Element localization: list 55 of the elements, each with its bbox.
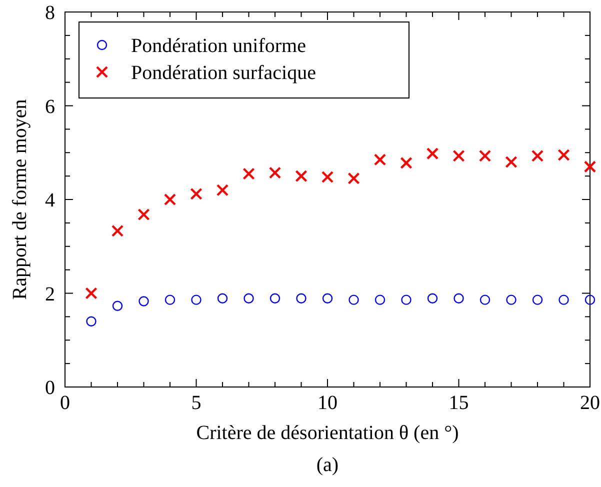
point [138,208,150,221]
point [558,294,569,305]
point [111,224,124,238]
point [454,293,464,304]
x-axis-title: Critère de désorientation θ (en °) [196,422,459,444]
y-tick-label: 2 [45,283,55,306]
point [348,172,360,185]
x-tick-label: 20 [580,392,600,414]
point [164,193,176,206]
point [321,170,334,184]
point [217,293,228,304]
point [584,160,596,173]
point [452,150,465,162]
text: (a) [316,454,339,476]
y-tick-label: 8 [45,2,55,24]
point [400,156,412,170]
point [296,293,306,304]
point [138,296,149,306]
point [531,150,544,162]
point [374,294,386,305]
point [242,168,255,180]
point [478,150,492,162]
legend-label: Pondération uniforme [131,35,306,57]
point [216,184,229,196]
point [427,293,438,304]
point [270,293,280,304]
point [322,293,333,304]
point [374,154,386,166]
point [244,293,254,304]
legend-label: Pondération surfacique [131,62,316,84]
point [85,287,98,300]
point [558,148,570,162]
point [506,294,516,305]
y-axis-title: Rapport de forme moyen [9,99,31,300]
y-tick-label: 4 [45,190,55,212]
point [86,316,96,326]
y-tick-label: 6 [45,96,55,118]
point [505,156,518,168]
point [480,294,490,305]
x-tick-label: 5 [191,392,202,414]
point [190,188,202,200]
point [191,294,202,305]
point [112,300,123,312]
point [164,294,176,305]
x-tick-label: 0 [60,392,70,414]
x-tick-label: 15 [448,392,469,414]
point [348,294,359,305]
x-tick-label: 10 [318,392,338,414]
point [268,166,282,179]
point [401,294,412,305]
point [532,294,543,305]
point [584,294,596,305]
point [295,170,308,182]
point [426,147,439,160]
y-tick-label: 0 [45,377,55,399]
